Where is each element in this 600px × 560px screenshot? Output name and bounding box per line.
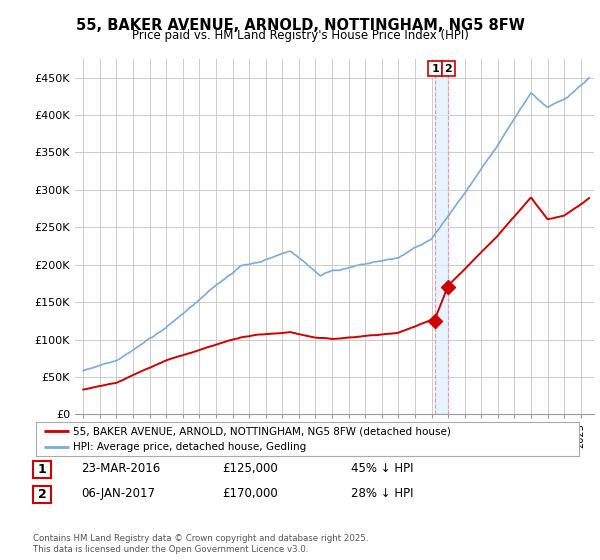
Text: Contains HM Land Registry data © Crown copyright and database right 2025.
This d: Contains HM Land Registry data © Crown c… (33, 534, 368, 554)
Text: 55, BAKER AVENUE, ARNOLD, NOTTINGHAM, NG5 8FW (detached house): 55, BAKER AVENUE, ARNOLD, NOTTINGHAM, NG… (73, 426, 451, 436)
Text: 1: 1 (38, 463, 46, 476)
Text: HPI: Average price, detached house, Gedling: HPI: Average price, detached house, Gedl… (73, 442, 306, 452)
Text: 55, BAKER AVENUE, ARNOLD, NOTTINGHAM, NG5 8FW: 55, BAKER AVENUE, ARNOLD, NOTTINGHAM, NG… (76, 18, 524, 33)
Text: 45% ↓ HPI: 45% ↓ HPI (351, 462, 413, 475)
Text: 28% ↓ HPI: 28% ↓ HPI (351, 487, 413, 501)
Bar (435, 59, 448, 414)
Text: 06-JAN-2017: 06-JAN-2017 (81, 487, 155, 501)
Text: 2: 2 (445, 63, 452, 73)
Text: 2: 2 (38, 488, 46, 501)
Text: 1: 1 (431, 63, 439, 73)
Text: £170,000: £170,000 (222, 487, 278, 501)
Text: 23-MAR-2016: 23-MAR-2016 (81, 462, 160, 475)
Text: Price paid vs. HM Land Registry's House Price Index (HPI): Price paid vs. HM Land Registry's House … (131, 29, 469, 42)
Text: £125,000: £125,000 (222, 462, 278, 475)
